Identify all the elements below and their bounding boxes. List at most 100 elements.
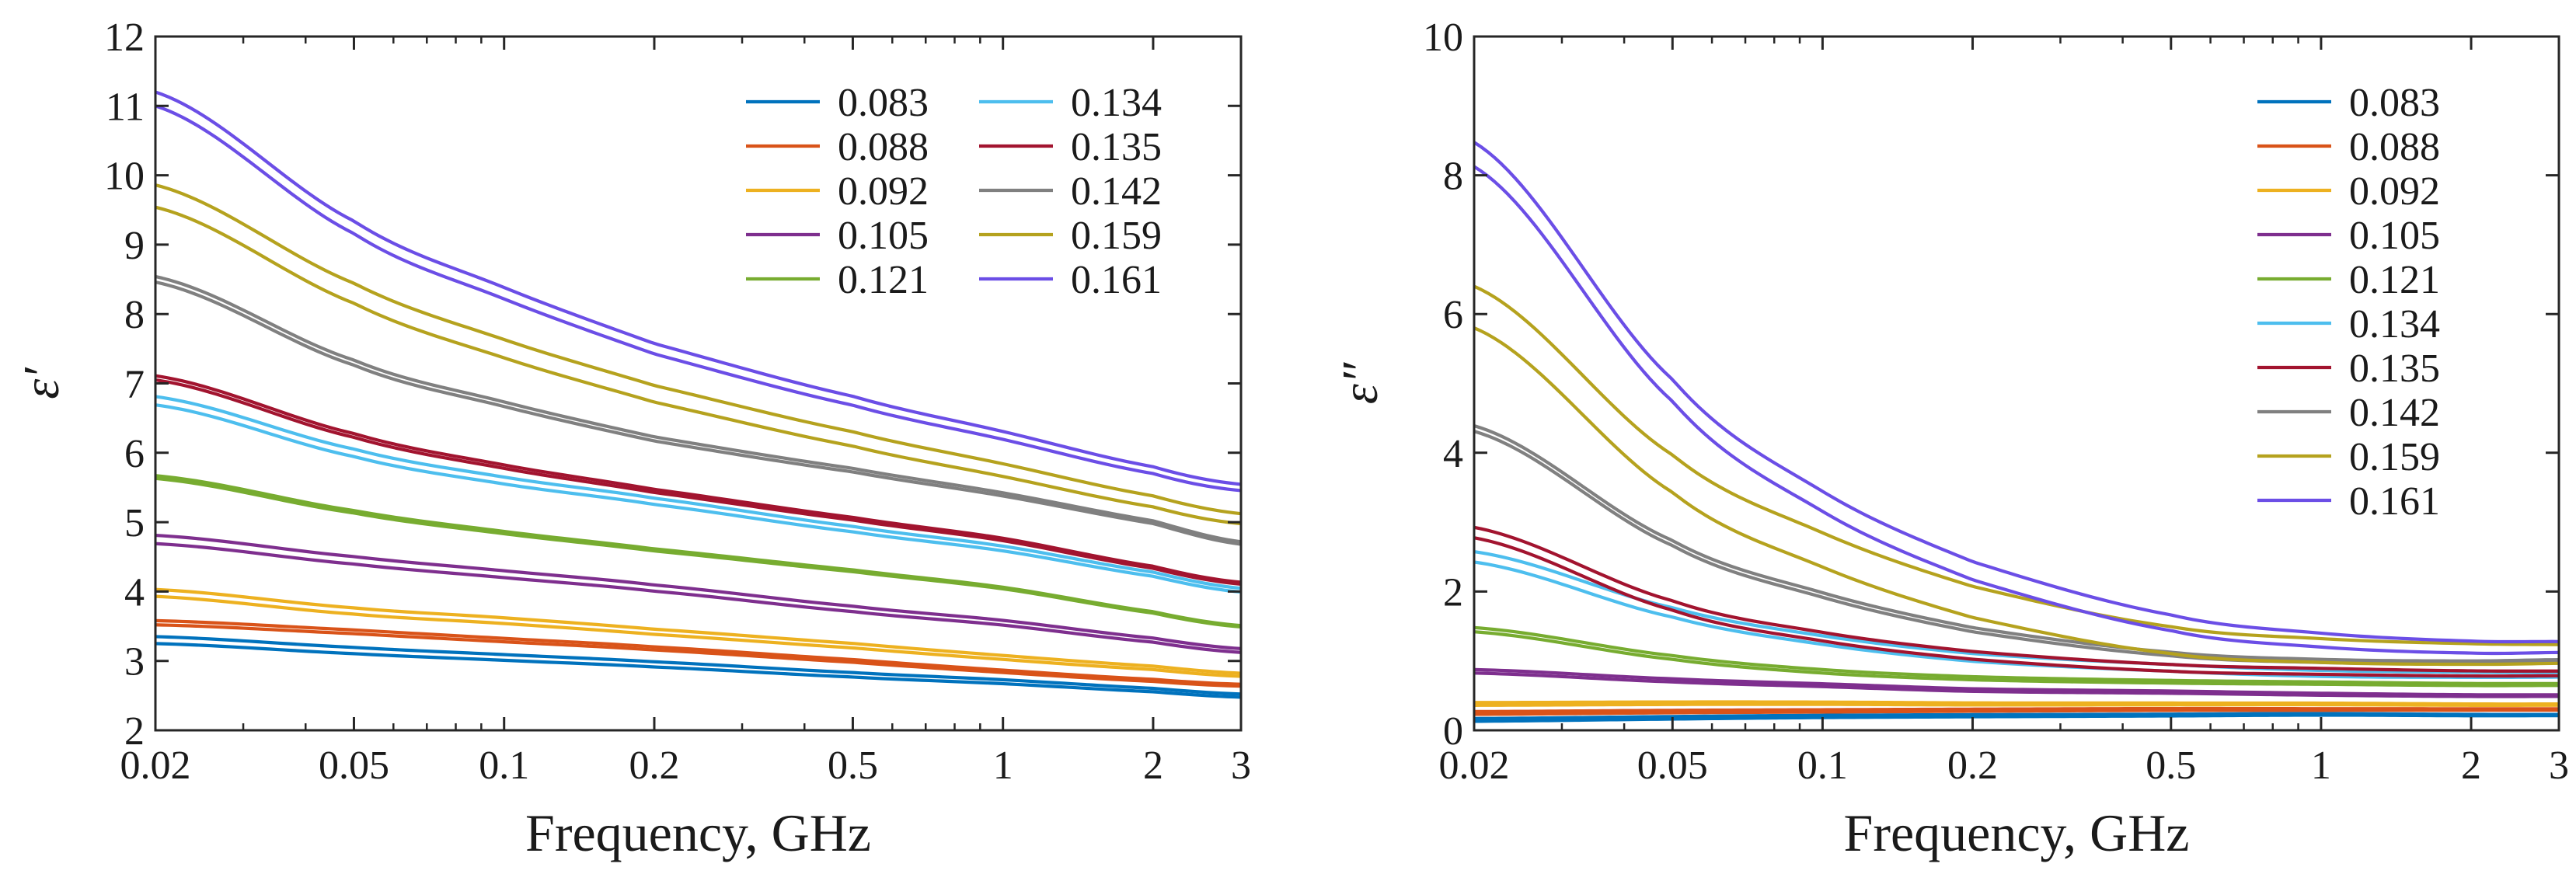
eps-real-series-line-3-a [155, 533, 1242, 650]
eps-real-y-tick-label: 8 [124, 293, 145, 337]
eps-real-x-tick-label: 0.1 [479, 744, 529, 788]
eps-real-legend-label: 0.088 [838, 125, 929, 169]
eps-imag-series-line-6-b [1473, 536, 2560, 678]
eps-imag-series-line-7-a [1473, 423, 2560, 663]
eps-imag-y-tick-label: 8 [1443, 155, 1463, 199]
eps-imag-legend-label: 0.088 [2349, 125, 2440, 169]
eps-real-legend-label: 0.134 [1071, 81, 1162, 125]
eps-imag-legend-label: 0.121 [2349, 258, 2440, 302]
eps-real-x-tick-label: 0.02 [120, 744, 191, 788]
eps-imag-series-line-3-a [1473, 667, 2560, 697]
eps-real-lines [155, 90, 1242, 699]
eps-real-series-line-8-a [155, 183, 1242, 516]
eps-real-legend-label: 0.121 [838, 258, 929, 302]
eps-real-legend-label: 0.105 [838, 214, 929, 258]
eps-real-series-line-9-b [155, 104, 1242, 493]
eps-imag-x-tick-label: 0.5 [2146, 744, 2196, 788]
eps-imag-series-line-6-a [1473, 525, 2560, 673]
eps-imag-series-line-9-b [1473, 165, 2560, 656]
eps-real-x-tick-label: 3 [1231, 744, 1251, 788]
eps-imag-legend-label: 0.142 [2349, 391, 2440, 435]
eps-real-y-tick-label: 5 [124, 501, 145, 545]
eps-imag-y-axis-title: ε″ [1332, 361, 1389, 404]
eps-imag-legend: 0.0830.0880.0920.1050.1210.1340.1350.142… [2257, 81, 2440, 524]
eps-imag-legend-label: 0.161 [2349, 479, 2440, 524]
eps-real-x-tick-labels: 0.02 0.05 0.1 0.2 0.5 1 2 3 [120, 744, 1252, 788]
eps-imag-series-line-3-b [1473, 671, 2560, 698]
eps-imag-ticks [1473, 35, 2560, 732]
eps-real-y-tick-label: 11 [106, 85, 145, 129]
eps-imag-series-line-8-b [1473, 326, 2560, 667]
eps-real-series-line-0-b [155, 642, 1242, 699]
eps-imag-lines [1473, 141, 2560, 723]
eps-imag-x-tick-label: 1 [2311, 744, 2331, 788]
eps-imag-legend-label: 0.092 [2349, 169, 2440, 214]
eps-imag-y-tick-labels: 0 2 4 6 8 10 [1423, 16, 1463, 754]
eps-imag-legend-label: 0.135 [2349, 347, 2440, 391]
eps-real-legend-label: 0.159 [1071, 214, 1162, 258]
eps-real-y-tick-labels: 2 3 4 5 6 7 8 9 10 11 12 [104, 16, 145, 754]
eps-real-y-tick-label: 12 [104, 16, 145, 60]
eps-real-y-tick-label: 10 [104, 155, 145, 199]
eps-real-y-axis-title: ε′ [13, 367, 70, 399]
eps-real-series-line-9-a [155, 90, 1242, 486]
eps-real-legend-label: 0.161 [1071, 258, 1162, 302]
eps-real-series-line-3-b [155, 542, 1242, 654]
eps-imag-series-line-4-a [1473, 625, 2560, 686]
eps-real-series-line-7-a [155, 274, 1242, 544]
eps-imag-series-line-9-a [1473, 141, 2560, 644]
eps-imag-series-line-4-b [1473, 630, 2560, 688]
eps-real-y-tick-label: 6 [124, 432, 145, 476]
eps-real-series-line-2-a [155, 587, 1242, 675]
eps-real-series-line-5-b [155, 403, 1242, 594]
eps-imag-series-line-0-b [1473, 713, 2560, 723]
eps-real-legend-label: 0.092 [838, 169, 929, 214]
eps-imag-x-tick-label: 0.05 [1637, 744, 1708, 788]
eps-real-x-axis-title: Frequency, GHz [525, 803, 871, 862]
eps-imag-y-tick-label: 2 [1443, 570, 1463, 615]
eps-real-legend-label: 0.135 [1071, 125, 1162, 169]
eps-imag-series-line-8-a [1473, 284, 2560, 646]
eps-imag-x-tick-label: 3 [2549, 744, 2569, 788]
eps-real-ticks [154, 35, 1243, 732]
eps-imag-x-axis-title: Frequency, GHz [1844, 803, 2190, 862]
eps-real-legend-label: 0.142 [1071, 169, 1162, 214]
eps-real-series-line-0-a [155, 635, 1242, 696]
eps-real-series-line-6-a [155, 374, 1242, 584]
eps-real-series-line-4-b [155, 476, 1242, 629]
eps-real-y-tick-label: 4 [124, 570, 145, 615]
eps-real-y-tick-label: 3 [124, 640, 145, 684]
eps-imag-legend-label: 0.105 [2349, 214, 2440, 258]
eps-real-x-tick-label: 0.05 [319, 744, 389, 788]
eps-real-series-line-1-a [155, 618, 1242, 686]
eps-real-series-line-1-b [155, 623, 1242, 688]
eps-real-y-tick-label: 7 [124, 363, 145, 407]
eps-imag-y-tick-label: 0 [1443, 709, 1463, 754]
eps-real-x-tick-label: 1 [993, 744, 1013, 788]
eps-real-series-line-7-b [155, 280, 1242, 546]
eps-imag-series-line-1-b [1473, 708, 2560, 716]
eps-real-y-tick-label: 2 [124, 709, 145, 754]
eps-imag-x-tick-label: 0.1 [1797, 744, 1848, 788]
eps-real-x-tick-label: 2 [1143, 744, 1163, 788]
eps-imag-plot-frame [1473, 35, 2560, 732]
eps-imag-y-tick-label: 4 [1443, 432, 1463, 476]
eps-real-legend-label: 0.083 [838, 81, 929, 125]
eps-real-series-line-5-a [155, 395, 1242, 590]
eps-real-y-tick-label: 9 [124, 224, 145, 268]
eps-imag-y-tick-label: 10 [1423, 16, 1463, 60]
eps-imag-legend-label: 0.159 [2349, 435, 2440, 479]
eps-imag-x-tick-labels: 0.02 0.05 0.1 0.2 0.5 1 2 3 [1439, 744, 2570, 788]
eps-imag-legend-label: 0.134 [2349, 302, 2440, 347]
eps-real-series-line-2-b [155, 594, 1242, 678]
eps-imag-x-tick-label: 0.2 [1947, 744, 1998, 788]
eps-imag-legend-label: 0.083 [2349, 81, 2440, 125]
eps-real-series-line-6-b [155, 378, 1242, 586]
eps-real-x-tick-label: 0.2 [629, 744, 679, 788]
eps-imag-x-tick-label: 0.02 [1439, 744, 1510, 788]
eps-real-x-tick-label: 0.5 [828, 744, 878, 788]
eps-real-series-line-8-b [155, 205, 1242, 526]
